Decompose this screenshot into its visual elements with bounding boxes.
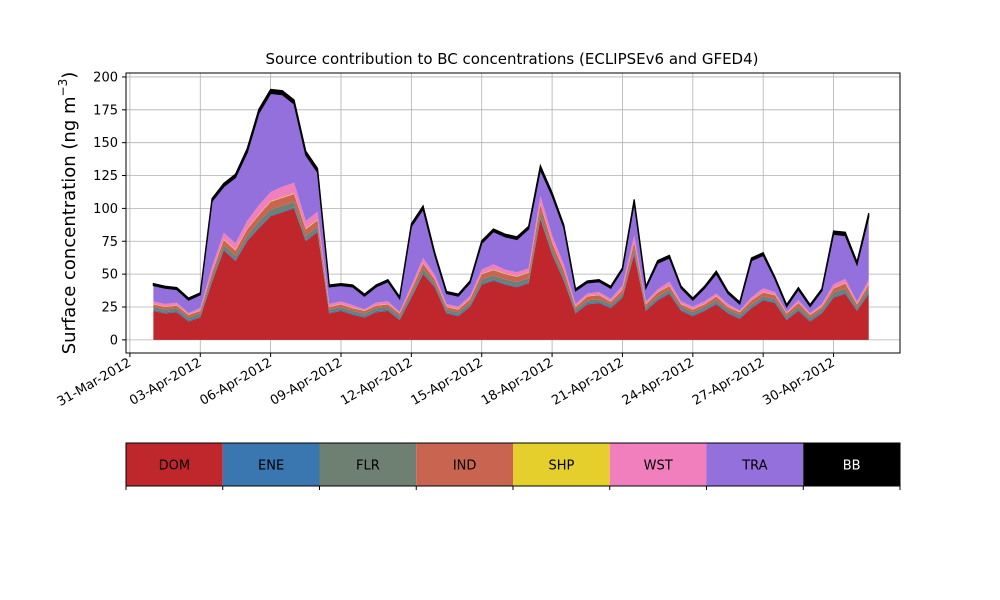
legend-label-ind: IND	[453, 459, 477, 474]
legend-swatch-shp	[513, 443, 610, 486]
legend-label-wst: WST	[644, 459, 673, 474]
legend-label-bb: BB	[843, 459, 861, 474]
y-tick-label: 125	[93, 169, 118, 184]
y-tick-label: 100	[93, 202, 118, 217]
legend-swatch-dom	[126, 443, 223, 486]
y-tick-label: 150	[93, 136, 118, 151]
legend-swatch-flr	[319, 443, 417, 486]
legend-swatch-ind	[416, 443, 513, 486]
area-dom	[153, 208, 869, 340]
plot-frame	[125, 72, 901, 354]
legend-swatch-wst	[609, 443, 707, 486]
legend-label-ene: ENE	[258, 459, 284, 474]
y-tick-label: 25	[101, 300, 118, 315]
area-bb	[152, 88, 870, 308]
y-axis-label-main: Surface concentration (ng m	[59, 96, 80, 354]
legend-label-dom: DOM	[159, 459, 190, 474]
legend-swatch-bb	[803, 443, 900, 486]
chart-title: Source contribution to BC concentrations…	[265, 50, 758, 68]
y-axis-label-close: )	[59, 72, 80, 79]
stacked-areas	[152, 88, 870, 340]
area-wst	[153, 182, 869, 315]
area-flr	[153, 201, 869, 321]
area-tra	[153, 93, 869, 314]
y-axis-label: Surface concentration (ng m−3)	[56, 72, 80, 355]
area-ind	[153, 193, 869, 318]
y-tick-label: 175	[93, 103, 118, 118]
legend-swatch-ene	[222, 443, 320, 486]
legend-label-shp: SHP	[548, 459, 574, 474]
legend-strip: DOM ENE FLR IND SHP WST TRA BB	[125, 442, 901, 490]
legend-swatch-tra	[706, 443, 804, 486]
legend-label-tra: TRA	[741, 459, 767, 474]
y-tick-label: 0	[110, 333, 118, 348]
y-tick-label: 75	[101, 235, 118, 250]
y-tick-label: 200	[93, 70, 118, 85]
y-tick-label: 50	[101, 268, 118, 283]
y-axis-label-exponent: −3	[56, 79, 70, 97]
legend-label-flr: FLR	[356, 459, 380, 474]
